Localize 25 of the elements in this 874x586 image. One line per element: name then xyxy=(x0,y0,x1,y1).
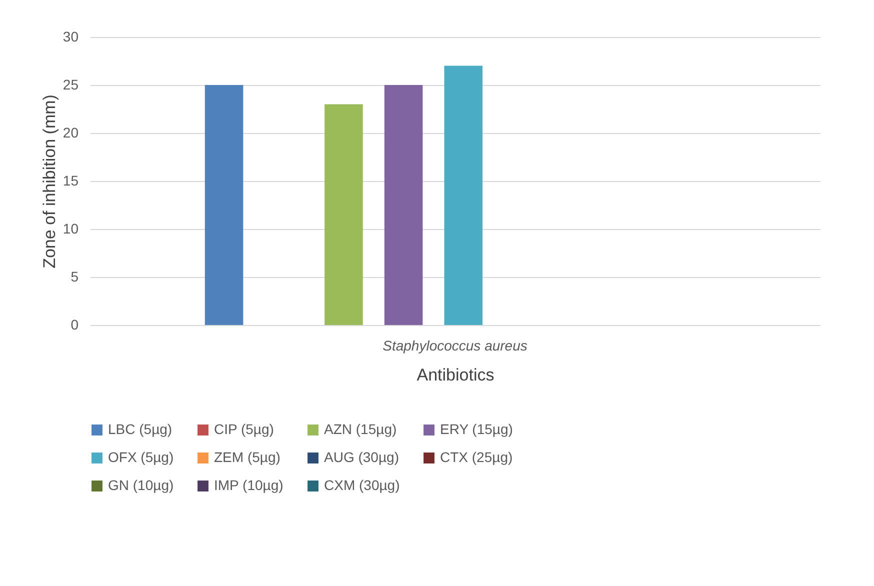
legend-label: ERY (15µg) xyxy=(440,421,513,437)
legend-label: AUG (30µg) xyxy=(324,449,399,465)
bar xyxy=(204,85,244,325)
y-tick-label: 30 xyxy=(62,28,79,44)
legend-label: CXM (30µg) xyxy=(324,477,400,493)
legend-label: ZEM (5µg) xyxy=(214,449,280,465)
bar xyxy=(444,66,483,325)
y-tick-label: 20 xyxy=(62,124,79,140)
x-tick-label: Staphylococcus aureus xyxy=(382,338,528,354)
y-tick-label: 15 xyxy=(62,172,79,188)
y-tick-label: 5 xyxy=(70,268,79,284)
legend-label: CTX (25µg) xyxy=(440,449,513,465)
bar xyxy=(384,85,423,325)
x-axis-title: Antibiotics xyxy=(416,366,494,384)
legend-label: IMP (10µg) xyxy=(214,477,284,493)
bar xyxy=(324,104,363,325)
y-tick-label: 25 xyxy=(62,76,79,92)
legend-label: AZN (15µg) xyxy=(324,421,397,437)
legend-label: LBC (5µg) xyxy=(108,421,172,437)
y-tick-label: 0 xyxy=(70,316,79,332)
y-axis-title: Zone of inhibition (mm) xyxy=(40,94,59,268)
legend-label: GN (10µg) xyxy=(108,477,174,493)
legend-label: CIP (5µg) xyxy=(214,421,274,437)
y-tick-label: 10 xyxy=(62,220,79,236)
legend-label: OFX (5µg) xyxy=(108,449,174,465)
